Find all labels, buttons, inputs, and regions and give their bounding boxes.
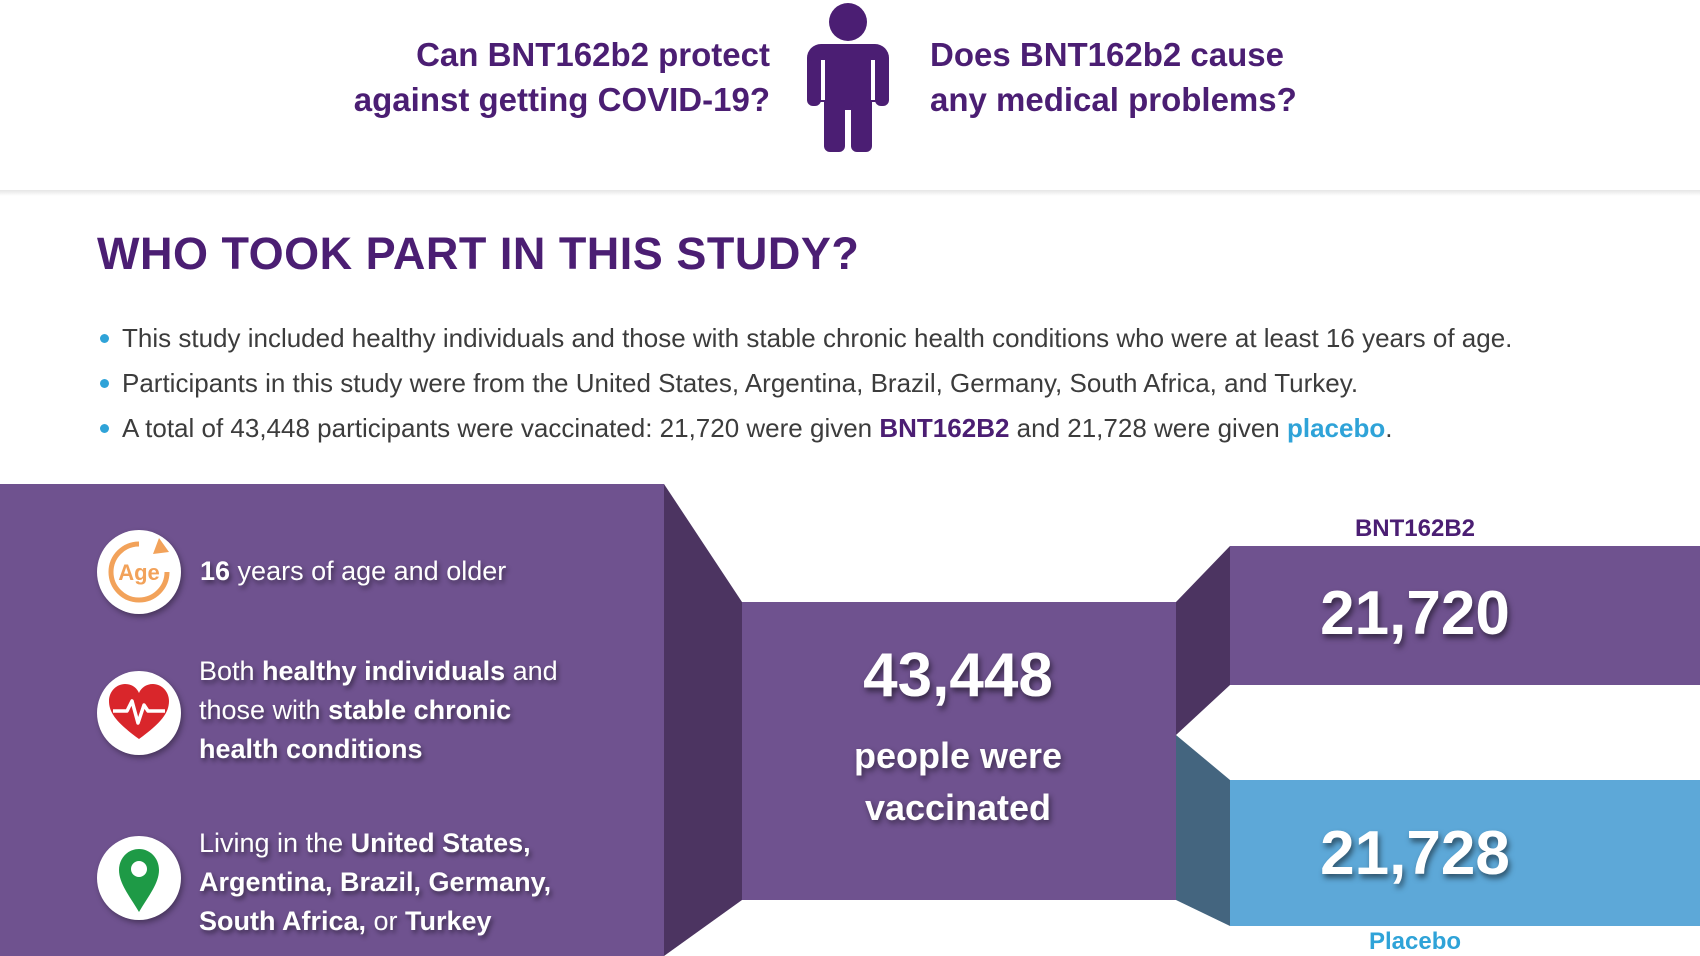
age-icon: Age — [97, 530, 181, 614]
bullet-dot-icon — [100, 424, 109, 433]
drug-arm-panel — [1230, 546, 1700, 685]
bullet-dot-icon — [100, 334, 109, 343]
drug-arm-count: 21,720 — [1320, 579, 1510, 648]
section-divider — [0, 190, 1700, 196]
question-protect: Can BNT162b2 protect against getting COV… — [353, 36, 770, 118]
section-title: WHO TOOK PART IN THIS STUDY? — [97, 228, 860, 279]
placebo-arm-panel — [1230, 780, 1700, 926]
criterion-age: 16 years of age and older — [200, 556, 507, 586]
placebo-arm-label: Placebo — [1368, 928, 1462, 955]
header: Can BNT162b2 protect against getting COV… — [0, 0, 1700, 190]
summary-panel — [742, 602, 1176, 900]
criterion-health: Both healthy individuals and those with … — [199, 656, 558, 764]
bullet-age: This study included healthy individuals … — [98, 318, 1512, 363]
bullet-total: A total of 43,448 participants were vacc… — [98, 408, 1512, 453]
placebo-arm-count: 21,728 — [1320, 819, 1510, 888]
bullet-countries: Participants in this study were from the… — [98, 363, 1512, 408]
question-problems: Does BNT162b2 cause any medical problems… — [930, 36, 1297, 118]
location-pin-graphic — [119, 849, 159, 912]
bullet-dot-icon — [100, 379, 109, 388]
total-vaccinated-caption: people were vaccinated — [853, 735, 1063, 828]
left-connector-shadow — [664, 484, 742, 956]
location-pin-icon — [97, 836, 181, 920]
placebo-connector-shadow — [1176, 735, 1230, 926]
total-vaccinated-count: 43,448 — [863, 641, 1053, 710]
svg-text:Age: Age — [118, 560, 160, 585]
criterion-location: Living in the United States, Argentina, … — [199, 828, 552, 936]
study-bullets: This study included healthy individuals … — [98, 318, 1512, 453]
heart-pulse-icon — [97, 671, 181, 755]
drug-connector-shadow — [1176, 546, 1230, 735]
age-icon-graphic: Age — [108, 538, 170, 603]
drug-arm-label: BNT162B2 — [1354, 515, 1476, 542]
heart-pulse-graphic — [109, 684, 169, 739]
person-icon — [807, 3, 889, 152]
